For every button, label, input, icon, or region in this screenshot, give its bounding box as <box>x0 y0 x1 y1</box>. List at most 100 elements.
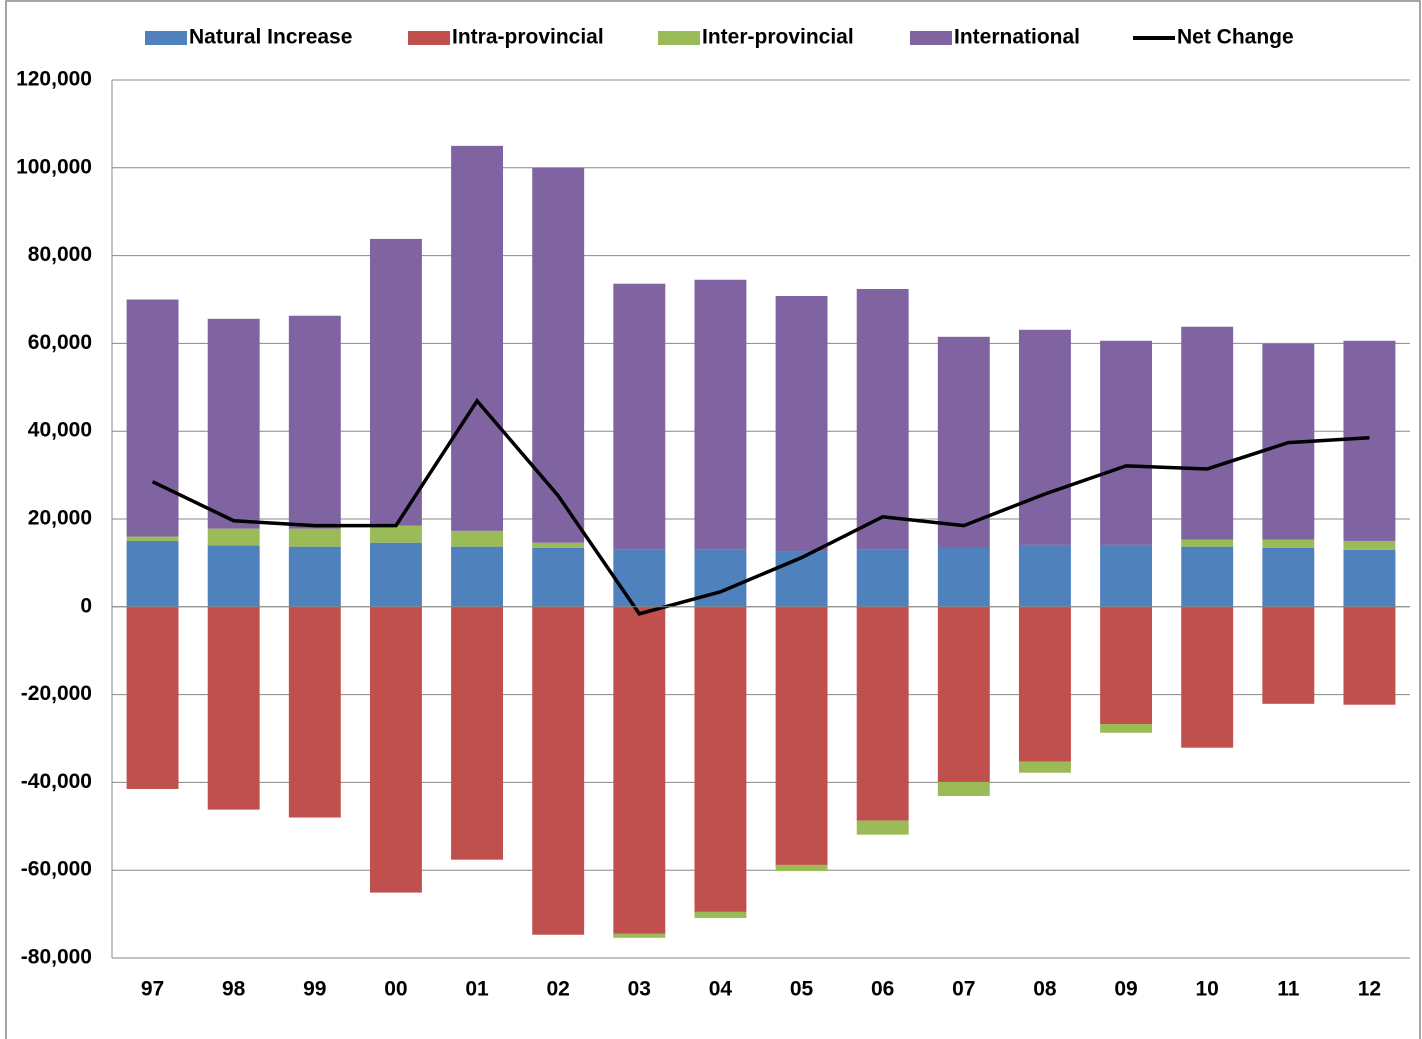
legend-swatch <box>658 31 700 45</box>
x-tick-label: 00 <box>384 978 407 1001</box>
legend-label: Natural Increase <box>189 26 352 49</box>
bar <box>856 288 909 550</box>
legend-label: International <box>954 26 1080 49</box>
legend-swatch <box>145 31 187 45</box>
bar <box>532 606 585 935</box>
bar <box>288 528 341 547</box>
x-tick-label: 08 <box>1033 978 1057 1001</box>
line <box>151 397 1370 616</box>
bar <box>369 525 422 543</box>
bar <box>1181 606 1234 748</box>
bar <box>1018 329 1071 545</box>
bar <box>937 336 990 548</box>
bar <box>1343 540 1396 550</box>
bar <box>1181 539 1234 547</box>
bar <box>207 528 260 546</box>
y-tick-label: -80,000 <box>21 946 92 969</box>
legend-label: Net Change <box>1177 26 1294 49</box>
bar <box>1343 549 1396 607</box>
bar <box>775 295 828 552</box>
bar <box>451 145 504 531</box>
bar <box>126 540 179 607</box>
bar <box>775 551 828 607</box>
legend-swatch <box>910 31 952 45</box>
x-tick-label: 97 <box>141 978 164 1001</box>
bar <box>937 547 990 607</box>
bar <box>1018 761 1071 773</box>
bar <box>1343 340 1396 541</box>
bar <box>1100 544 1153 607</box>
x-tick-label: 98 <box>222 978 246 1001</box>
bar <box>126 606 179 789</box>
x-tick-label: 04 <box>709 978 733 1001</box>
bar <box>126 299 179 537</box>
legend-label: Intra-provincial <box>452 26 604 49</box>
x-tick-label: 99 <box>303 978 326 1001</box>
bar <box>532 547 585 607</box>
bar <box>369 606 422 893</box>
bar <box>1100 340 1153 545</box>
y-tick-label: -60,000 <box>21 858 92 881</box>
x-tick-label: 12 <box>1358 978 1381 1001</box>
bar <box>694 911 747 919</box>
bar <box>451 546 504 607</box>
y-tick-label: -40,000 <box>21 770 92 793</box>
x-tick-label: 01 <box>465 978 489 1001</box>
y-tick-label: 120,000 <box>16 68 92 91</box>
bar <box>532 542 585 548</box>
x-tick-label: 09 <box>1114 978 1137 1001</box>
bar <box>1262 547 1315 607</box>
bar <box>1262 606 1315 704</box>
legend-swatch <box>408 31 450 45</box>
bar <box>775 864 828 872</box>
bar <box>288 606 341 818</box>
bar <box>532 167 585 543</box>
bar <box>207 545 260 607</box>
y-tick-label: 0 <box>80 594 92 617</box>
bar <box>288 315 341 529</box>
x-tick-label: 06 <box>871 978 894 1001</box>
y-tick-label: 40,000 <box>28 419 92 442</box>
bar <box>1262 539 1315 548</box>
x-tick-label: 05 <box>790 978 814 1001</box>
x-tick-label: 10 <box>1196 978 1219 1001</box>
bar <box>288 546 341 607</box>
bar <box>937 781 990 797</box>
bar <box>856 549 909 607</box>
y-tick-label: 100,000 <box>16 155 92 178</box>
bar <box>613 606 666 934</box>
bar <box>1018 606 1071 762</box>
bar <box>1181 326 1234 540</box>
bar <box>369 238 422 526</box>
bar <box>207 606 260 810</box>
x-tick-label: 02 <box>547 978 570 1001</box>
bar <box>1181 546 1234 607</box>
y-tick-label: 60,000 <box>28 331 92 354</box>
bar <box>1100 606 1153 725</box>
x-tick-label: 07 <box>952 978 975 1001</box>
y-tick-label: 80,000 <box>28 243 92 266</box>
legend-label: Inter-provincial <box>702 26 854 49</box>
bar <box>613 283 666 550</box>
bar <box>126 536 179 541</box>
x-tick-label: 03 <box>628 978 651 1001</box>
bar <box>856 606 909 821</box>
bar <box>451 530 504 547</box>
bar <box>613 549 666 607</box>
bar <box>856 820 909 835</box>
bar <box>369 542 422 607</box>
bar <box>451 606 504 860</box>
bar <box>694 606 747 912</box>
bar <box>613 933 666 938</box>
bar <box>694 279 747 550</box>
bar <box>1018 544 1071 607</box>
y-tick-label: -20,000 <box>21 682 92 705</box>
bar <box>775 606 828 865</box>
bar <box>1100 724 1153 733</box>
bar <box>207 318 260 529</box>
y-tick-label: 20,000 <box>28 507 92 530</box>
bar <box>937 606 990 782</box>
bar <box>1343 606 1396 705</box>
x-tick-label: 11 <box>1277 978 1300 1001</box>
